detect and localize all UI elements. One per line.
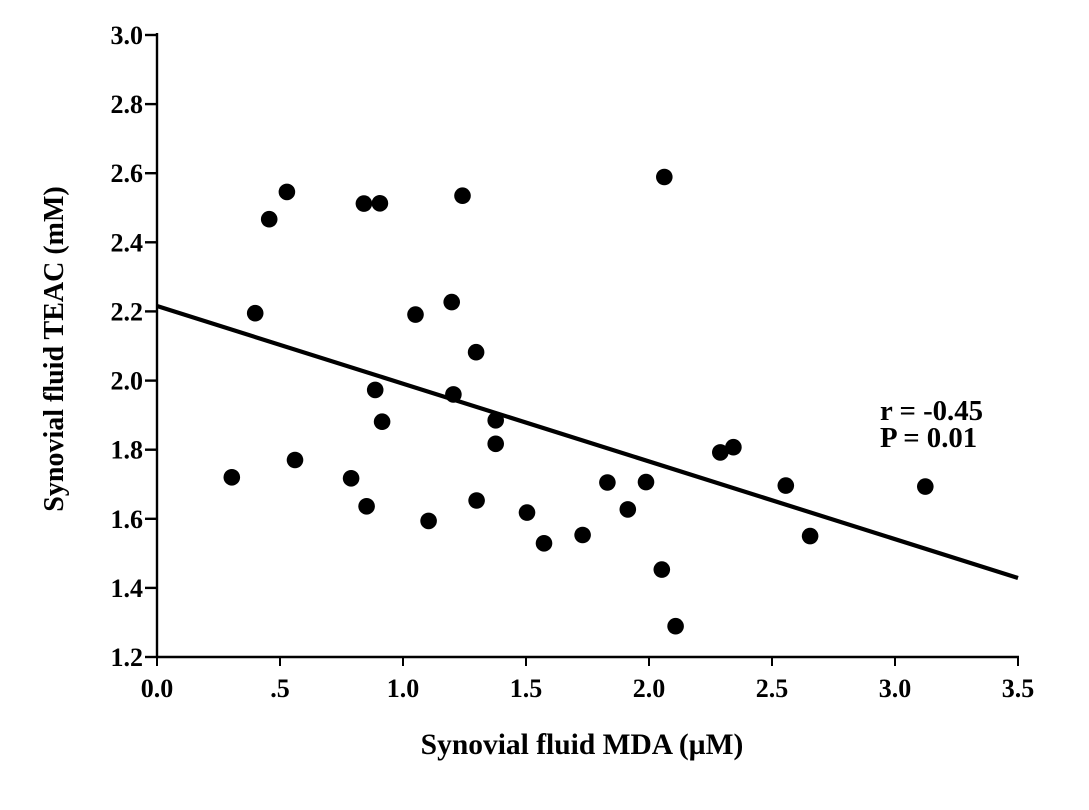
svg-text:2.5: 2.5 (756, 674, 789, 703)
svg-text:3.0: 3.0 (879, 674, 912, 703)
svg-text:2.6: 2.6 (111, 159, 144, 188)
svg-text:3.0: 3.0 (111, 21, 144, 50)
svg-text:Synovial fluid MDA (µM): Synovial fluid MDA (µM) (421, 729, 744, 761)
svg-text:1.5: 1.5 (510, 674, 543, 703)
svg-text:1.2: 1.2 (111, 643, 144, 672)
svg-text:2.0: 2.0 (633, 674, 666, 703)
svg-text:2.8: 2.8 (111, 90, 144, 119)
svg-text:1.6: 1.6 (111, 505, 144, 534)
svg-text:2.0: 2.0 (111, 367, 144, 396)
svg-text:1.0: 1.0 (387, 674, 420, 703)
svg-text:2.2: 2.2 (111, 297, 144, 326)
svg-text:2.4: 2.4 (111, 228, 144, 257)
svg-text:.5: .5 (270, 674, 290, 703)
svg-text:1.4: 1.4 (111, 574, 144, 603)
svg-text:1.8: 1.8 (111, 436, 144, 465)
svg-text:Synovial fluid TEAC (mM): Synovial fluid TEAC (mM) (39, 186, 70, 511)
svg-text:P = 0.01: P = 0.01 (880, 422, 977, 454)
svg-text:0.0: 0.0 (141, 674, 174, 703)
svg-text:3.5: 3.5 (1002, 674, 1035, 703)
